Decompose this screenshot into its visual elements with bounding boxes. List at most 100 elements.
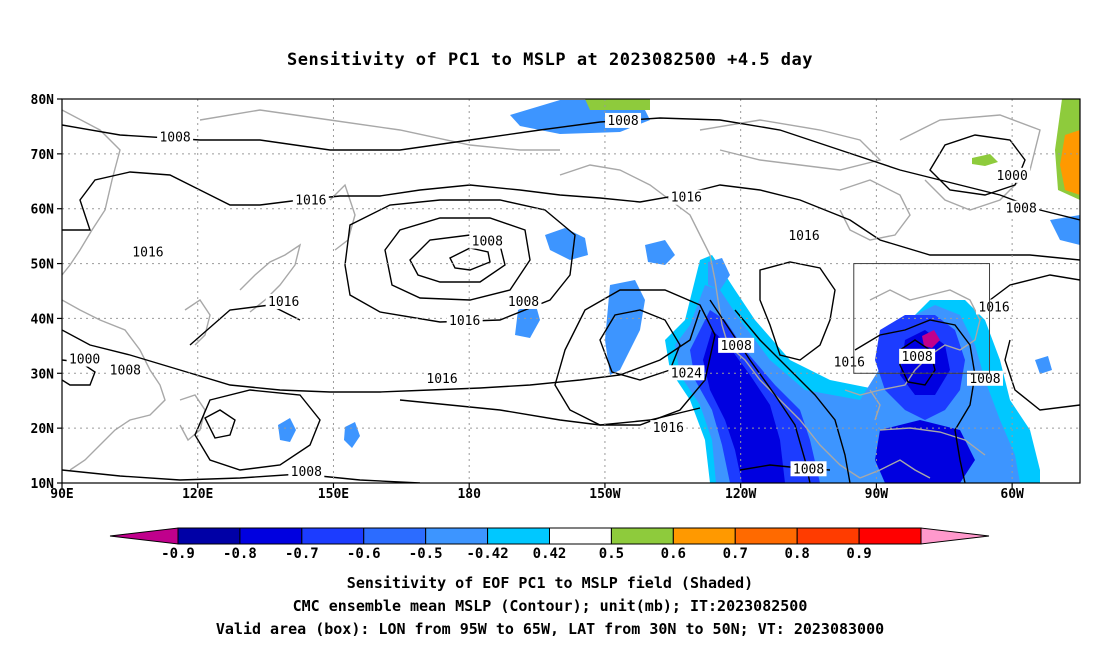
contour-label: 1008: [291, 465, 322, 480]
colorbar-label: 0.9: [846, 546, 871, 562]
contour-1016-south: [194, 389, 321, 471]
shade-atl-small: [1035, 356, 1052, 374]
contour-label-bg: [288, 464, 325, 480]
colorbar-swatch: [734, 527, 798, 545]
colorbar-swatch: [487, 527, 551, 545]
contour-1016-atl-e: [989, 274, 1080, 301]
caption-line-2: CMC ensemble mean MSLP (Contour); unit(m…: [292, 597, 808, 615]
contour-label-bg: [446, 313, 483, 329]
lat-tick-label: 60N: [31, 203, 55, 218]
contour-label-bg: [505, 293, 542, 309]
colorbar-label: 0.42: [533, 546, 567, 562]
contour-low-1008-c: [449, 247, 491, 271]
contour-label: 1008: [110, 364, 141, 379]
contour-label: 1000: [69, 353, 100, 368]
coast-central-america: [859, 459, 931, 479]
colorbar-tip-left: [109, 527, 179, 545]
lon-tick-label: 60W: [1000, 487, 1024, 502]
contour-1016-north: [62, 171, 1080, 261]
contour-label-bg: [605, 112, 642, 128]
contour-label: 1016: [653, 421, 684, 436]
colorbar-swatch: [610, 527, 674, 545]
shade-atl-blue-e: [1050, 215, 1080, 245]
contour-label-bg: [129, 244, 166, 260]
shade-atl-orange: [1060, 130, 1080, 195]
colorbar-label: -0.8: [223, 546, 257, 562]
contour-label-bg: [790, 461, 827, 477]
coast-hudson: [839, 179, 911, 241]
shade-pac-east-small: [708, 258, 730, 290]
colorbar-swatch: [672, 527, 736, 545]
contour-label: 1016: [426, 372, 457, 387]
coast-na-west: [709, 254, 861, 479]
lat-tick-label: 70N: [31, 148, 55, 163]
contour-label-bg: [718, 337, 755, 353]
shade-n-pacific-blue: [545, 228, 588, 260]
coast-arctic-islands: [699, 119, 882, 171]
contour-label: 1016: [978, 300, 1009, 315]
lon-tick-label: 150E: [318, 487, 349, 502]
colorbar-swatch: [177, 527, 241, 545]
caption-line-3: Valid area (box): LON from 95W to 65W, L…: [215, 620, 885, 638]
coast-na-east: [844, 289, 981, 396]
colorbar-label: -0.9: [161, 546, 195, 562]
contour-label-bg: [265, 293, 302, 309]
contour-1016-atl-e2: [1004, 339, 1080, 411]
coast-alaska: [559, 164, 711, 256]
contour-label: 1016: [132, 246, 163, 261]
contour-label-bg: [831, 354, 868, 370]
contour-label-bg: [157, 129, 194, 145]
contour-1008-south: [62, 469, 421, 483]
contour-label-bg: [994, 167, 1031, 183]
contour-1008-atl-2: [899, 339, 936, 386]
contour-label: 1008: [607, 114, 638, 129]
contour-label: 1008: [793, 462, 824, 477]
contour-label-bg: [1003, 200, 1040, 216]
colorbar-label: 0.7: [723, 546, 748, 562]
coast-east-asia: [62, 109, 121, 276]
contour-label-bg: [786, 228, 823, 244]
contour-label-bg: [292, 192, 329, 208]
lon-tick-label: 120W: [725, 487, 756, 502]
lat-tick-label: 20N: [31, 422, 55, 437]
coast-florida: [869, 389, 881, 421]
contour-label: 1016: [295, 193, 326, 208]
contour-label: 1000: [996, 169, 1027, 184]
colorbar-swatch: [301, 527, 365, 545]
lat-tick-label: 10N: [31, 477, 55, 492]
contour-label: 1016: [671, 191, 702, 206]
contour-label-bg: [976, 299, 1013, 315]
colorbar-label: 0.5: [599, 546, 624, 562]
colorbar-label: -0.42: [467, 546, 509, 562]
colorbar-label: 0.8: [785, 546, 810, 562]
lon-tick-label: 120E: [182, 487, 213, 502]
colorbar-label: 0.6: [661, 546, 686, 562]
contour-label: 1008: [159, 130, 190, 145]
contour-label: 1008: [508, 295, 539, 310]
contour-low-1016-outer: [344, 199, 576, 323]
colorbar-label: -0.7: [285, 546, 319, 562]
contour-1016-mid: [62, 309, 701, 393]
shade-greenland-green: [972, 154, 998, 166]
shade-ne-pacific: [605, 280, 645, 375]
contour-1008-atl-1: [854, 319, 976, 483]
coast-greenland: [899, 114, 1041, 211]
coast-china: [62, 299, 166, 471]
map-grid: [62, 99, 1080, 483]
colorbar-swatch: [858, 527, 922, 545]
colorbar: -0.9 -0.8 -0.7 -0.6 -0.5 -0.42 0.42 0.5 0.6 0.7 0.…: [109, 527, 990, 562]
colorbar-swatch: [549, 527, 612, 545]
plot-frame: [61, 98, 1081, 484]
shade-w-pacific-1: [278, 418, 296, 442]
shade-w-pacific-2: [344, 422, 360, 448]
lon-tick-label: 90W: [865, 487, 889, 502]
colorbar-swatch: [796, 527, 860, 545]
contour-label: 1016: [788, 229, 819, 244]
lat-tick-label: 40N: [31, 312, 55, 327]
lon-tick-label: 180: [457, 487, 481, 502]
coast-caribbean: [879, 427, 986, 456]
contour-1016-jp: [189, 304, 301, 346]
colorbar-swatch: [239, 527, 303, 545]
contour-label-bg: [469, 233, 506, 249]
